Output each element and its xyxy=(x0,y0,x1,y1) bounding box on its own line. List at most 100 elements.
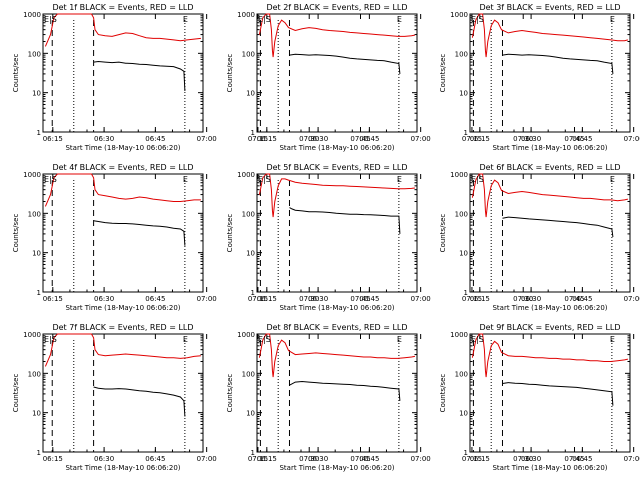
y-axis-label: Counts/sec xyxy=(12,54,20,93)
y-tick-label: 1000 xyxy=(450,331,468,339)
x-tick-label: 07:45 xyxy=(564,295,584,303)
lld-series-line xyxy=(471,13,629,58)
x-axis-label: Start Time (18-May-10 06:06:20) xyxy=(279,304,394,312)
x-tick-label: 06:15 xyxy=(470,295,490,303)
panel-det-1: Det 1f BLACK = Events, RED = LLD11010010… xyxy=(12,3,371,152)
y-tick-label: 10 xyxy=(32,410,41,418)
y-axis-label: Counts/sec xyxy=(226,54,234,93)
y-tick-label: 10 xyxy=(459,410,468,418)
y-tick-label: 1000 xyxy=(237,171,255,179)
x-tick-label: 06:15 xyxy=(43,455,63,463)
y-tick-label: 1 xyxy=(251,289,255,297)
x-tick-label: 07:00 xyxy=(197,455,217,463)
plot-frame xyxy=(469,173,631,293)
x-tick-label: 06:30 xyxy=(94,135,114,143)
events-series-line xyxy=(502,382,614,406)
x-tick-label: 07:45 xyxy=(350,135,370,143)
lld-series-line xyxy=(471,173,629,218)
panel-title: Det 5f BLACK = Events, RED = LLD xyxy=(266,163,407,172)
x-tick-label: 06:45 xyxy=(572,455,592,463)
x-tick-label: 06:45 xyxy=(145,455,165,463)
x-tick-label: 07:15 xyxy=(248,455,268,463)
x-tick-label: 07:00 xyxy=(411,295,431,303)
marker-left-label: E|S xyxy=(258,15,271,24)
x-tick-label: 07:00 xyxy=(411,135,431,143)
marker-left-label: E|S xyxy=(471,15,484,24)
y-tick-label: 1 xyxy=(464,129,468,137)
y-tick-label: 10 xyxy=(246,90,255,98)
panel-det-7: Det 7f BLACK = Events, RED = LLD 1 10 100 10… xyxy=(12,323,371,472)
y-axis-label: Counts/sec xyxy=(439,214,447,253)
y-tick-label: 1000 xyxy=(23,11,41,19)
x-tick-label: 07:30 xyxy=(299,135,319,143)
y-tick-label: 1000 xyxy=(23,331,41,339)
marker-right-label: E xyxy=(183,175,188,184)
marker-right-label: E xyxy=(610,335,615,344)
x-tick-label: 07:15 xyxy=(248,135,268,143)
lld-series-line xyxy=(258,173,415,218)
y-tick-label: 100 xyxy=(455,370,468,378)
panel-title: Det 9f BLACK = Events, RED = LLD xyxy=(479,323,620,332)
marker-right-label: E xyxy=(397,175,402,184)
x-tick-label: 06:45 xyxy=(145,135,165,143)
x-axis-label: Start Time (18-May-10 06:06:20) xyxy=(492,464,607,472)
panel-title: Det 7f BLACK = Events, RED = LLD xyxy=(52,323,193,332)
x-tick-label: 07:30 xyxy=(513,295,533,303)
x-axis-label: Start Time (18-May-10 06:06:20) xyxy=(279,144,394,152)
marker-left-label: E|S xyxy=(44,175,57,184)
y-tick-label: 100 xyxy=(28,210,41,218)
panel-title: Det 3f BLACK = Events, RED = LLD xyxy=(479,3,620,12)
y-axis-label: Counts/sec xyxy=(226,374,234,413)
x-tick-label: 06:45 xyxy=(359,295,379,303)
lld-series-line xyxy=(258,13,415,58)
y-tick-label: 1000 xyxy=(237,11,255,19)
x-tick-label: 06:30 xyxy=(308,455,328,463)
plot-frame xyxy=(469,13,631,133)
marker-left-label: E|S xyxy=(471,335,484,344)
plot-frame xyxy=(256,173,418,293)
y-tick-label: 1000 xyxy=(23,171,41,179)
y-tick-label: 1 xyxy=(37,289,41,297)
y-tick-label: 10 xyxy=(459,250,468,258)
lld-series-line xyxy=(44,333,201,367)
plot-frame xyxy=(469,333,631,453)
y-tick-label: 1 xyxy=(251,129,255,137)
y-tick-label: 100 xyxy=(242,210,255,218)
x-tick-label: 06:15 xyxy=(470,455,490,463)
x-tick-label: 06:15 xyxy=(470,135,490,143)
x-tick-label: 07:00 xyxy=(411,455,431,463)
y-tick-label: 1 xyxy=(464,449,468,457)
x-tick-label: 06:15 xyxy=(257,295,277,303)
marker-left-label: E|S xyxy=(44,335,57,344)
panel-det-3: Det 3f BLACK = Events, RED = LLD 1 10 100 10… xyxy=(439,3,640,152)
events-series-line xyxy=(289,207,401,234)
panel-title: Det 4f BLACK = Events, RED = LLD xyxy=(52,163,193,172)
plot-frame xyxy=(256,333,418,453)
marker-left-label: E|S xyxy=(44,15,57,24)
y-tick-label: 1000 xyxy=(450,11,468,19)
x-tick-label: 07:00 xyxy=(624,295,640,303)
marker-right-label: E xyxy=(397,15,402,24)
y-tick-label: 100 xyxy=(28,370,41,378)
y-tick-label: 1 xyxy=(251,449,255,457)
x-tick-label: 06:30 xyxy=(94,455,114,463)
x-tick-label: 06:45 xyxy=(572,295,592,303)
x-tick-label: 06:15 xyxy=(43,135,63,143)
plot-frame xyxy=(42,173,204,293)
events-series-line xyxy=(93,60,186,92)
x-tick-label: 07:15 xyxy=(462,455,482,463)
panel-title: Det 6f BLACK = Events, RED = LLD xyxy=(479,163,620,172)
x-tick-label: 07:00 xyxy=(624,135,640,143)
x-tick-label: 06:15 xyxy=(257,135,277,143)
lld-series-line xyxy=(471,333,629,378)
x-axis-label: Start Time (18-May-10 06:06:20) xyxy=(65,464,180,472)
panel-det-4: Det 4f BLACK = Events, RED = LLD11010010… xyxy=(12,163,371,312)
panel-det-6: Det 6f BLACK = Events, RED = LLD 1 10 100 10… xyxy=(439,163,640,312)
plot-frame xyxy=(42,13,204,133)
x-tick-label: 07:45 xyxy=(564,455,584,463)
x-tick-label: 06:30 xyxy=(94,295,114,303)
plot-frame xyxy=(42,333,204,453)
y-tick-label: 10 xyxy=(459,90,468,98)
y-tick-label: 100 xyxy=(455,210,468,218)
x-axis-label: Start Time (18-May-10 06:06:20) xyxy=(492,144,607,152)
